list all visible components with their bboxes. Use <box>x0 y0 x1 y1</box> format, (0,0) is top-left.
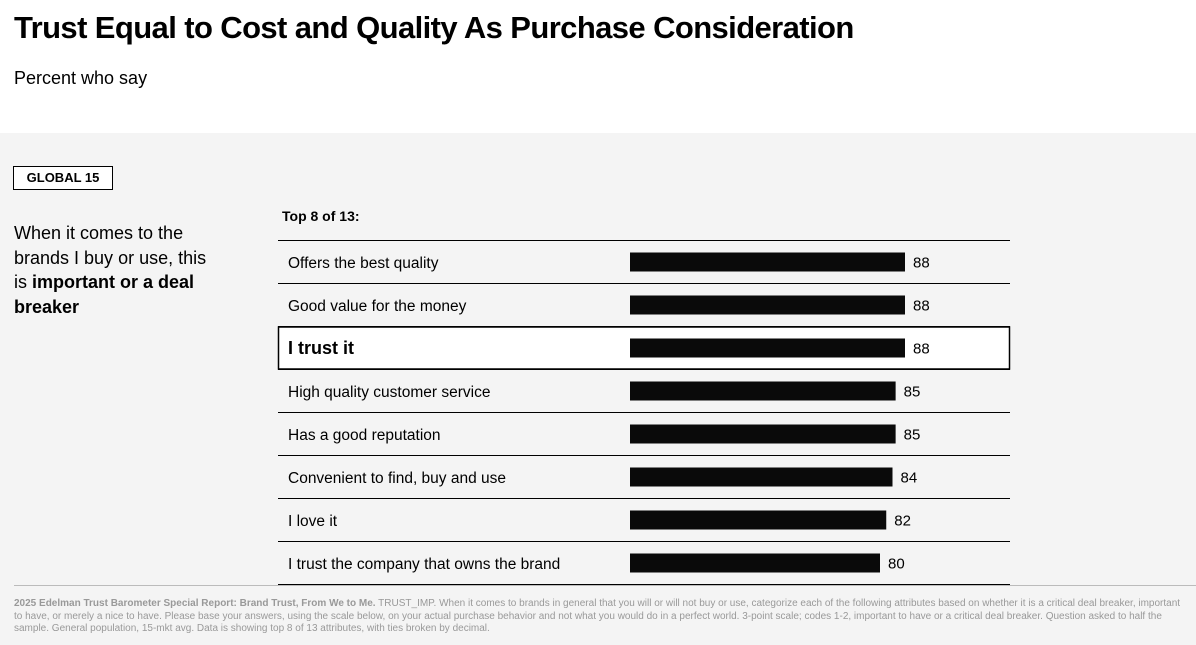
bar <box>630 424 896 444</box>
category-label: I trust it <box>288 338 354 358</box>
value-label: 82 <box>894 513 911 530</box>
footnote-note: TRUST_IMP. When it comes to brands in ge… <box>14 598 1181 634</box>
page-title: Trust Equal to Cost and Quality As Purch… <box>14 10 854 45</box>
bar <box>630 553 880 573</box>
category-label: Has a good reputation <box>288 427 441 444</box>
category-label: I love it <box>288 513 338 530</box>
bar <box>630 338 905 358</box>
question-text-regular: When it comes to the brands I buy or use… <box>14 223 207 292</box>
category-label: I trust the company that owns the brand <box>288 556 560 573</box>
bar <box>630 381 896 401</box>
region-badge: GLOBAL 15 <box>13 166 113 190</box>
bar <box>630 510 887 530</box>
question-text: When it comes to the brands I buy or use… <box>14 221 214 319</box>
value-label: 88 <box>913 298 930 315</box>
value-label: 80 <box>888 556 905 573</box>
chart-heading: Top 8 of 13: <box>282 208 360 224</box>
footnote-source: 2025 Edelman Trust Barometer Special Rep… <box>14 598 376 609</box>
question-text-bold: important or a deal breaker <box>14 272 195 317</box>
footer-divider <box>14 585 1196 586</box>
value-label: 85 <box>904 427 921 444</box>
page-subtitle: Percent who say <box>14 68 148 88</box>
category-label: Offers the best quality <box>288 255 439 272</box>
category-label: Good value for the money <box>288 298 467 315</box>
footnote: 2025 Edelman Trust Barometer Special Rep… <box>14 598 1184 636</box>
value-label: 84 <box>901 470 918 487</box>
category-label: Convenient to find, buy and use <box>288 470 506 487</box>
value-label: 88 <box>913 341 930 358</box>
value-label: 88 <box>913 255 930 272</box>
value-label: 85 <box>904 384 921 401</box>
category-label: High quality customer service <box>288 384 490 401</box>
chart-panel <box>0 133 1196 645</box>
bar <box>630 252 905 272</box>
bar <box>630 467 893 487</box>
bar <box>630 295 905 315</box>
